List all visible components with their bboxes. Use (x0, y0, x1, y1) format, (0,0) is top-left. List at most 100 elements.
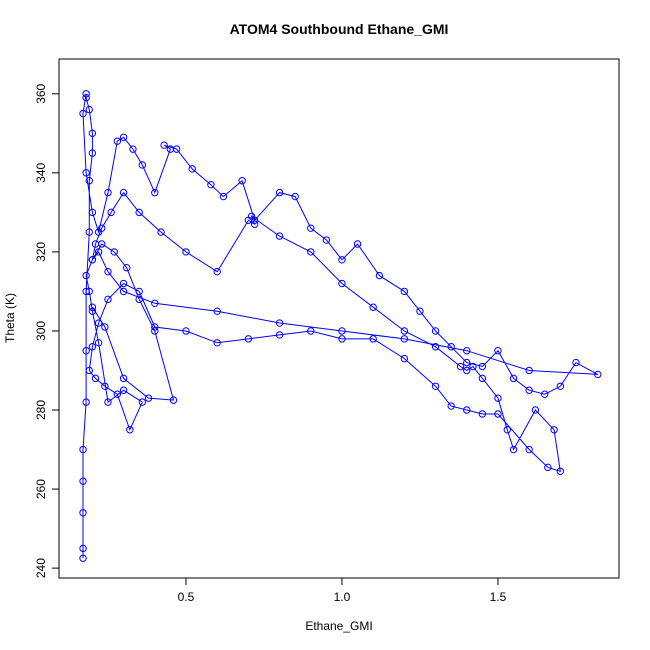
data-point (275, 319, 284, 327)
data-point (82, 398, 90, 406)
data-point (91, 374, 100, 383)
data-point (431, 343, 440, 351)
data-point (509, 374, 518, 383)
data-point (126, 426, 134, 434)
data-point (85, 287, 93, 296)
data-point (509, 445, 518, 454)
data-point (550, 426, 558, 434)
data-point (494, 410, 502, 418)
data-point (307, 224, 315, 232)
data-point (338, 335, 346, 343)
data-point (556, 467, 565, 475)
chart-title: ATOM4 Southbound Ethane_GMI (230, 21, 449, 37)
data-point (79, 509, 87, 517)
data-point (85, 177, 93, 185)
data-point (104, 267, 112, 276)
y-tick-label: 360 (34, 83, 48, 103)
data-point (82, 271, 90, 280)
data-point (247, 212, 256, 221)
data-point (169, 396, 178, 404)
data-point (104, 398, 112, 406)
data-point (88, 208, 97, 217)
data-point (556, 382, 565, 390)
data-point (101, 382, 109, 390)
data-point (207, 180, 215, 189)
data-line (82, 93, 599, 559)
data-point (138, 398, 146, 406)
data-point (119, 374, 128, 383)
data-point (82, 169, 90, 177)
data-point (151, 323, 159, 331)
data-point (85, 366, 93, 375)
data-point (447, 343, 455, 351)
data-point (88, 256, 97, 264)
data-point (213, 339, 221, 347)
data-point (353, 240, 362, 248)
data-point (400, 354, 409, 363)
data-point (110, 248, 118, 256)
data-point (79, 544, 87, 553)
data-point (104, 188, 112, 197)
data-point (119, 188, 128, 197)
data-point (463, 358, 471, 367)
data-point (79, 445, 87, 454)
y-tick-label: 300 (34, 321, 48, 341)
data-point (151, 299, 159, 307)
data-point (82, 94, 90, 102)
data-point (469, 362, 477, 371)
data-point (338, 279, 346, 288)
data-point (463, 347, 471, 355)
data-point (182, 248, 190, 256)
data-point (307, 327, 315, 335)
data-point (88, 149, 97, 157)
data-point (88, 307, 97, 315)
data-point (494, 347, 502, 355)
data-point (250, 220, 259, 228)
data-point (122, 264, 131, 272)
x-tick-label: 1.0 (334, 590, 351, 604)
data-point (107, 208, 115, 217)
data-point (82, 347, 90, 355)
data-point (113, 390, 122, 398)
data-point (98, 224, 106, 232)
data-point (160, 141, 168, 149)
data-point (494, 394, 502, 402)
data-point (98, 240, 106, 248)
plot-box (58, 58, 620, 579)
data-point (119, 386, 128, 394)
data-point (129, 145, 137, 153)
data-point (531, 406, 540, 414)
data-point (478, 410, 487, 418)
data-point (104, 295, 112, 304)
data-point (135, 208, 143, 217)
data-point (113, 137, 122, 145)
data-point (138, 161, 146, 169)
data-point (85, 105, 93, 114)
data-point (525, 445, 533, 454)
data-point (594, 370, 602, 379)
data-point (416, 307, 424, 315)
data-point (182, 327, 190, 335)
data-point (188, 165, 196, 173)
data-point (82, 90, 90, 98)
x-axis-label: Ethane_GMI (305, 619, 372, 633)
data-point (88, 343, 97, 351)
data-point (375, 271, 384, 280)
data-point (88, 129, 97, 138)
data-point (151, 188, 159, 197)
data-point (541, 390, 549, 398)
data-point (79, 477, 87, 485)
data-point (525, 386, 533, 394)
data-point (478, 362, 487, 371)
data-point (463, 406, 471, 414)
data-point (213, 267, 221, 276)
data-point (447, 402, 455, 410)
data-point (79, 554, 87, 562)
data-point (151, 327, 159, 335)
data-point (157, 228, 165, 236)
data-point (94, 248, 103, 256)
data-point (525, 366, 533, 375)
data-point (478, 374, 487, 383)
data-point (400, 287, 409, 296)
